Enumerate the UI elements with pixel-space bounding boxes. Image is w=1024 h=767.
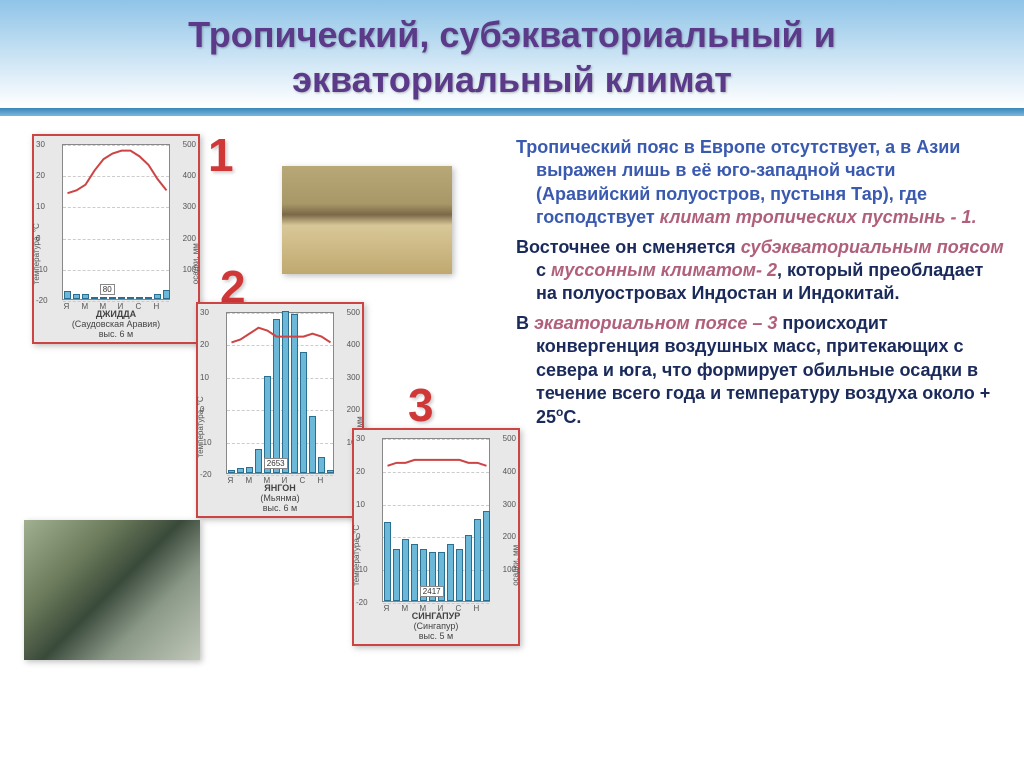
title-band [0,108,1024,116]
para-2: Восточнее он сменяется субэкваториальным… [516,236,1006,306]
chart-yangon: ЯНГОН (Мьянма) выс. 6 м 3020100-10-20500… [196,302,364,518]
chart3-caption: СИНГАПУР (Сингапур) выс. 5 м [354,612,518,642]
page-title: Тропический, субэкваториальный и экватор… [0,0,1024,102]
title-line2: экваториальный климат [292,59,732,100]
label-3: 3 [408,378,434,432]
label-1: 1 [208,128,234,182]
tropical-photo [24,520,200,660]
chart-singapore: СИНГАПУР (Сингапур) выс. 5 м 3020100-10-… [352,428,520,646]
content: 1 2 3 ДЖИДДА (Саудовская Аравия) выс. 6 … [0,130,1024,767]
para-1: Тропический пояс в Европе отсутствует, а… [516,136,1006,230]
desert-photo [282,166,452,274]
text-panel: Тропический пояс в Европе отсутствует, а… [516,136,1006,436]
title-line1: Тропический, субэкваториальный и [188,14,836,55]
para-3: В экваториальном поясе – 3 происходит ко… [516,312,1006,430]
chart1-caption: ДЖИДДА (Саудовская Аравия) выс. 6 м [34,310,198,340]
chart2-caption: ЯНГОН (Мьянма) выс. 6 м [198,484,362,514]
chart-jidda: ДЖИДДА (Саудовская Аравия) выс. 6 м 3020… [32,134,200,344]
